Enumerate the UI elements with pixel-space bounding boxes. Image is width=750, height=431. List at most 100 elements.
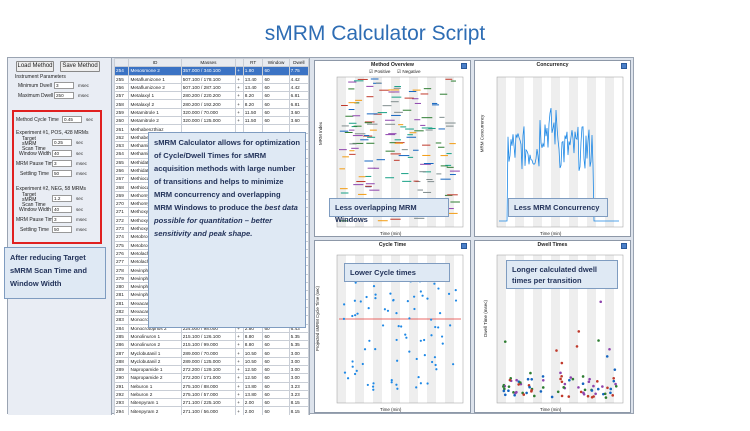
- cycle-point: [408, 317, 411, 320]
- cycle-time-unit: sec: [86, 117, 94, 122]
- cycle-point: [415, 357, 418, 361]
- table-cell: 254: [114, 66, 130, 76]
- plot-band: [605, 77, 614, 227]
- exp1-settle-input[interactable]: 50: [52, 170, 72, 177]
- dwell-point: [530, 388, 533, 392]
- dwell-point: [579, 390, 583, 394]
- min-dwell-label: Minimum Dwell: [18, 83, 52, 89]
- cycle-point: [372, 285, 376, 288]
- dwell-point: [507, 389, 510, 392]
- table-row[interactable]: 260 Metamitrole 2 320.000 / 125.000 +11.50 6…: [114, 116, 309, 126]
- table-row[interactable]: 286 Monolinuron 2 215.100 / 99.000 +8.80 60 5…: [114, 340, 309, 350]
- table-cell: 1.80: [242, 66, 264, 76]
- table-row[interactable]: 258 Metalaxyl 2 280.200 / 192.200 +8.20 60 6.…: [114, 99, 309, 109]
- expand-icon[interactable]: [621, 243, 627, 249]
- cycle-point: [413, 307, 416, 311]
- exp2-target-input[interactable]: 1.2: [52, 195, 72, 202]
- column-header[interactable]: RT: [242, 58, 264, 68]
- plot-band: [409, 77, 418, 227]
- exp1-pause-input[interactable]: 3: [52, 160, 72, 167]
- table-cell: 4.42: [288, 82, 309, 93]
- cycle-point: [415, 386, 418, 389]
- cycle-point: [353, 372, 357, 376]
- table-cell: 60: [262, 66, 290, 76]
- table-row[interactable]: 290 Napropamide 2 272.200 / 171.000 +12.50 6…: [114, 373, 309, 383]
- expand-icon[interactable]: [461, 243, 467, 249]
- table-row[interactable]: 294 Nitenpyram 2 271.100 / 56.000 +2.00 60 8.…: [114, 406, 309, 415]
- dwell-point: [599, 300, 603, 304]
- table-cell: 270: [114, 199, 130, 209]
- table-row[interactable]: 293 Nitenpyram 1 271.100 / 225.100 +2.00 60 8…: [114, 398, 309, 408]
- cycle-point: [386, 309, 390, 312]
- column-header[interactable]: [235, 58, 244, 68]
- cycle-point: [355, 369, 358, 372]
- column-header[interactable]: Window: [262, 58, 290, 68]
- cycle-time-input[interactable]: 0.45: [62, 116, 82, 123]
- table-row[interactable]: 254 Mesosmone 2 357.000 / 340.100 +1.80 60 7.…: [114, 66, 309, 76]
- parameter-panel: Load Method Save Method Instrument Param…: [8, 58, 112, 415]
- cycle-point: [454, 299, 458, 302]
- cycle-point: [395, 383, 398, 386]
- table-cell: 3.23: [288, 381, 309, 391]
- min-dwell-unit: msec: [78, 83, 89, 88]
- legend-positive[interactable]: ☑ Positive: [369, 69, 391, 74]
- cycle-point: [437, 326, 440, 329]
- table-cell: 292: [114, 389, 130, 400]
- column-header[interactable]: Masses: [180, 58, 237, 68]
- cycle-callout: Lower Cycle times: [344, 263, 450, 282]
- min-dwell-input[interactable]: 3: [54, 82, 74, 89]
- exp1-target-input[interactable]: 0.25: [52, 139, 72, 146]
- legend-negative[interactable]: ☑ Negative: [397, 69, 421, 74]
- dwell-point: [559, 377, 562, 381]
- table-cell: 290: [114, 373, 130, 383]
- table-cell: 259: [114, 107, 130, 118]
- column-header[interactable]: Dwell: [288, 58, 309, 68]
- table-cell: 3.00: [288, 373, 309, 383]
- save-method-button[interactable]: Save Method: [60, 61, 100, 72]
- column-header[interactable]: ID: [128, 58, 182, 68]
- table-row[interactable]: 291 Neburon 1 275.100 / 88.000 +13.80 60 3.23: [114, 381, 309, 391]
- cycle-point: [430, 334, 433, 337]
- table-row[interactable]: 289 Napropamide 1 272.200 / 129.100 +12.50 6…: [114, 364, 309, 375]
- load-method-button[interactable]: Load Method: [16, 61, 54, 72]
- dwell-point: [519, 381, 522, 384]
- table-cell: 269: [114, 190, 130, 201]
- dwell-point: [550, 395, 554, 399]
- table-cell: Nitenpyram 2: [128, 406, 182, 415]
- exp2-pause-input[interactable]: 3: [52, 216, 72, 223]
- table-row[interactable]: 288 Myclobutanil 2 289.000 / 125.000 +10.50…: [114, 356, 309, 367]
- main-callout: sMRM Calculator allows for optimization …: [148, 132, 306, 328]
- cycle-point: [372, 382, 375, 385]
- column-header[interactable]: [114, 58, 130, 68]
- table-cell: 60: [262, 364, 290, 375]
- dwell-point: [517, 383, 520, 386]
- dwell-point: [588, 377, 591, 381]
- table-row[interactable]: 259 Metamitrole 1 320.000 / 70.000 +11.50 60…: [114, 107, 309, 118]
- table-row[interactable]: 256 Metaflumizone 2 507.100 / 287.100 +13.4…: [114, 82, 309, 93]
- cycle-point: [419, 339, 422, 342]
- table-row[interactable]: 257 Metalaxyl 1 280.200 / 220.200 +8.20 60 6.…: [114, 91, 309, 101]
- cycle-point: [396, 359, 399, 362]
- table-row[interactable]: 285 Monolinuron 1 215.100 / 126.100 +8.80 60…: [114, 331, 309, 342]
- table-row[interactable]: 255 Metaflumizone 1 507.100 / 178.100 +13.4…: [114, 74, 309, 84]
- table-row[interactable]: 292 Neburon 2 275.100 / 57.000 +13.80 60 3.23: [114, 389, 309, 400]
- table-cell: 273: [114, 223, 130, 234]
- table-cell: 275.100 / 88.000: [180, 381, 237, 391]
- cycle-point: [356, 312, 359, 315]
- cycle-point: [430, 318, 433, 321]
- exp1-window-input[interactable]: 40: [52, 150, 72, 157]
- expand-icon[interactable]: [621, 63, 627, 69]
- table-cell: 256: [114, 82, 130, 93]
- table-cell: 60: [262, 398, 290, 408]
- table-cell: 278: [114, 265, 130, 275]
- cycle-point: [423, 354, 426, 357]
- expand-icon[interactable]: [461, 63, 467, 69]
- exp2-window-input[interactable]: 40: [52, 206, 72, 213]
- table-cell: 283: [114, 315, 130, 325]
- table-cell: 287: [114, 348, 130, 358]
- max-dwell-input[interactable]: 250: [54, 92, 74, 99]
- exp2-settle-input[interactable]: 50: [52, 226, 72, 233]
- cycle-point: [363, 348, 367, 351]
- cycle-point: [372, 388, 375, 391]
- table-row[interactable]: 287 Myclobutanil 1 289.000 / 70.000 +10.50 6…: [114, 348, 309, 358]
